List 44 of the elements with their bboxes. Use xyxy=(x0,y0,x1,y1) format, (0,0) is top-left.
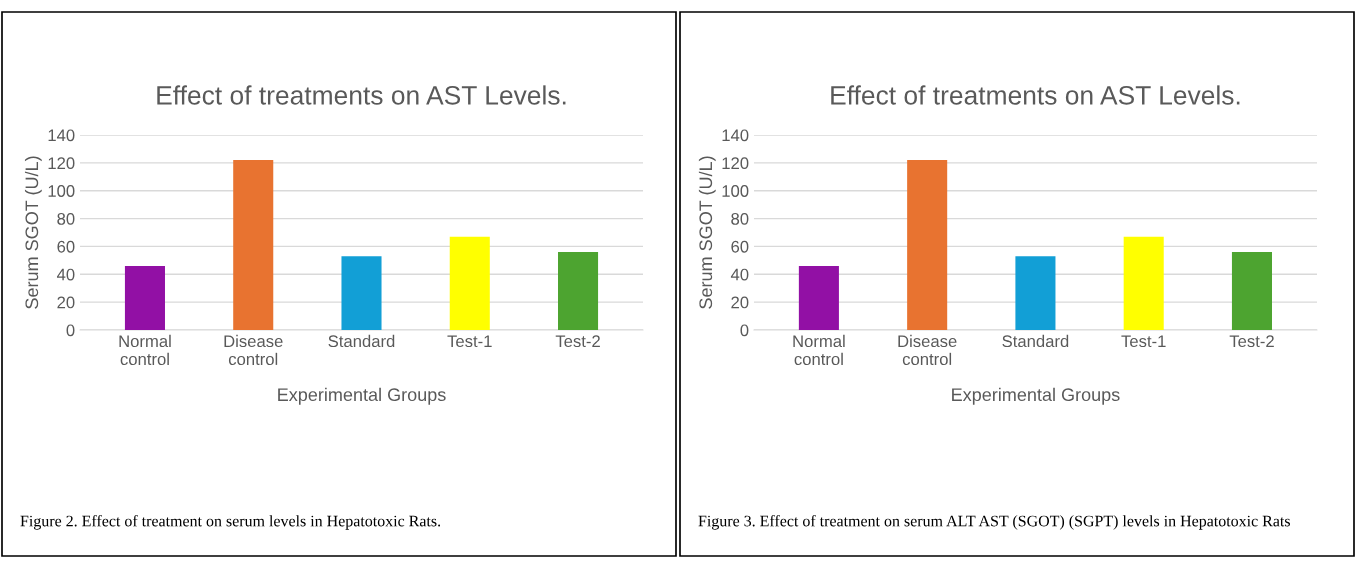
y-axis-title: Serum SGOT (U/L) xyxy=(24,156,42,309)
bar xyxy=(124,265,165,330)
y-tick-label: 100 xyxy=(48,185,75,197)
y-tick-label: 20 xyxy=(57,296,75,309)
y-tick-label: 100 xyxy=(722,185,749,197)
bar xyxy=(1231,252,1272,330)
bar xyxy=(1123,236,1164,330)
chart-title: Effect of treatments on AST Levels. xyxy=(831,85,1240,105)
bar xyxy=(233,160,274,330)
y-tick-label: 20 xyxy=(731,296,749,309)
x-tick-label: Normal control xyxy=(793,334,845,366)
x-tick-label: Test-2 xyxy=(555,335,600,348)
caption: Figure 2. Effect of treatment on serum levels in Hepatotoxic Rats. xyxy=(20,515,441,530)
caption: Figure 3. Effect of treatment on serum ALT AST (SGOT) (SGPT) levels in Hepatotoxic Rats xyxy=(698,515,1290,530)
y-tick-label: 60 xyxy=(731,240,749,253)
bar xyxy=(907,160,948,330)
x-tick-label: Disease control xyxy=(224,334,283,366)
bar xyxy=(341,256,382,330)
y-tick-label: 140 xyxy=(48,129,75,142)
bar xyxy=(558,252,599,330)
x-tick-label: Standard xyxy=(1002,334,1069,348)
y-tick-label: 40 xyxy=(730,268,749,281)
y-tick-label: 120 xyxy=(48,157,75,170)
chart-title: Effect of treatments on AST Levels. xyxy=(157,85,566,105)
y-tick-label: 40 xyxy=(56,268,75,281)
x-axis-title: Experimental Groups xyxy=(952,387,1120,405)
bar xyxy=(1015,256,1056,330)
x-tick-label: Standard xyxy=(328,334,395,348)
y-tick-label: 0 xyxy=(740,324,749,337)
y-tick-label: 140 xyxy=(722,129,749,142)
x-tick-label: Normal control xyxy=(119,334,171,366)
y-tick-label: 80 xyxy=(57,212,75,225)
bar xyxy=(798,265,839,330)
x-tick-label: Test-2 xyxy=(1229,335,1274,348)
y-tick-label: 80 xyxy=(731,212,749,225)
x-tick-label: Test-1 xyxy=(447,335,492,348)
x-axis-title: Experimental Groups xyxy=(278,387,446,405)
y-tick-label: 0 xyxy=(66,324,75,337)
y-tick-label: 60 xyxy=(57,240,75,253)
y-tick-label: 120 xyxy=(722,157,749,170)
x-tick-label: Disease control xyxy=(898,334,957,366)
x-tick-label: Test-1 xyxy=(1121,335,1166,348)
y-axis-title: Serum SGOT (U/L) xyxy=(698,156,716,309)
bar xyxy=(449,236,490,330)
